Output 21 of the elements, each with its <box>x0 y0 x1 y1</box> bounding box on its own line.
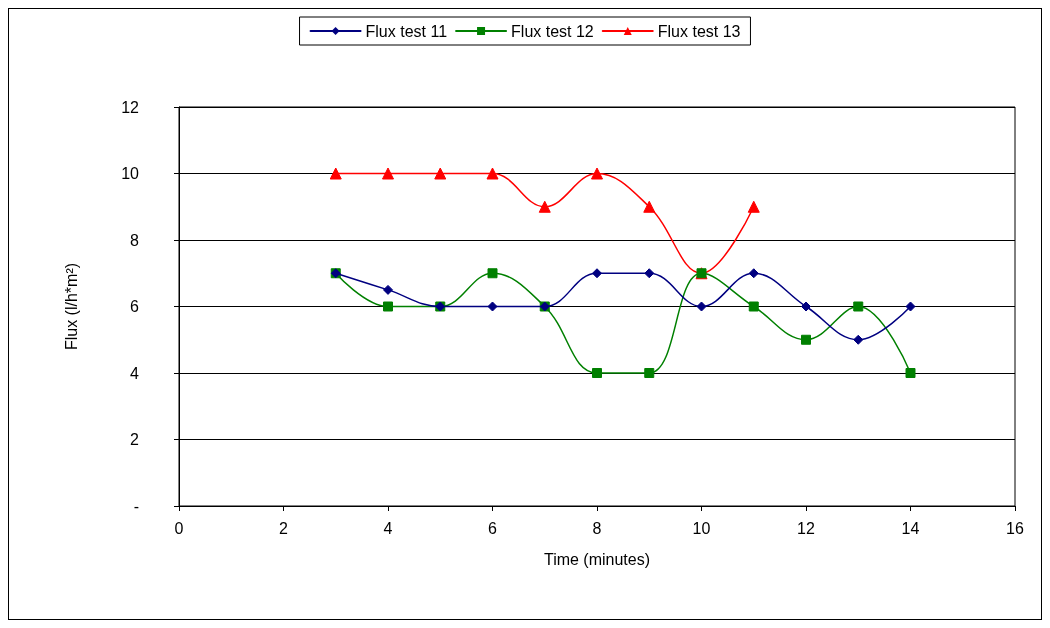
x-tick-label: 4 <box>383 519 393 537</box>
y-tick-label: 8 <box>130 231 140 249</box>
x-axis-title: Time (minutes) <box>543 550 651 568</box>
y-tick-label: 10 <box>121 165 140 182</box>
y-tick-label: 6 <box>130 298 140 315</box>
x-tick-label: 0 <box>174 519 184 537</box>
x-tick-label: 10 <box>692 519 711 537</box>
x-tick-label: 2 <box>279 519 289 537</box>
y-tick-label: 4 <box>130 364 140 382</box>
legend-label: Flux test 12 <box>511 22 594 40</box>
x-tick-label: 16 <box>1006 519 1024 537</box>
legend-label: Flux test 13 <box>657 22 741 40</box>
x-tick-label: 6 <box>488 519 498 537</box>
legend-label: Flux test 11 <box>365 22 448 40</box>
x-tick-label: 14 <box>901 519 920 537</box>
y-tick-label: 12 <box>121 98 140 116</box>
x-tick-label: 8 <box>592 519 602 537</box>
y-tick-label: - <box>133 497 139 515</box>
y-tick-label: 2 <box>130 431 140 448</box>
x-tick-label: 12 <box>797 519 815 537</box>
y-axis-title: Flux (l/h*m²) <box>62 262 80 351</box>
